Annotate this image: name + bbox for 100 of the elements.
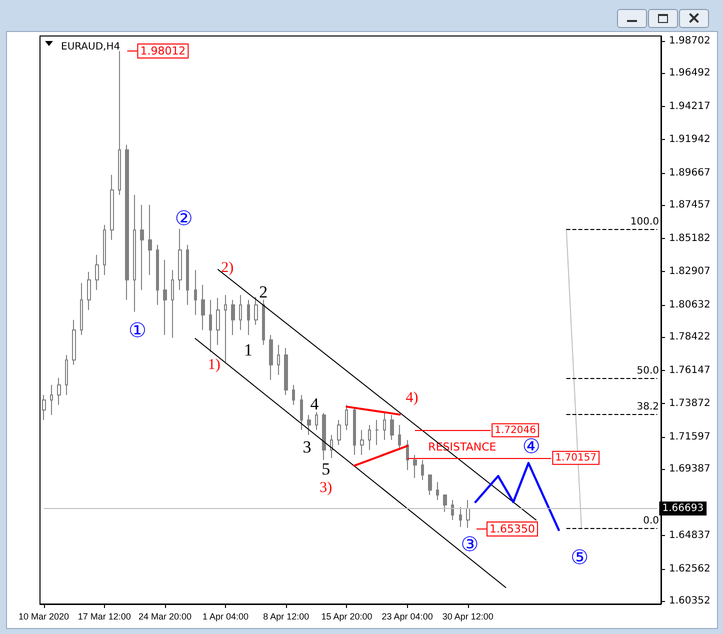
candlestick xyxy=(383,412,386,440)
candlestick xyxy=(300,394,303,431)
candlestick xyxy=(428,474,432,496)
candlestick xyxy=(398,424,401,451)
candlestick xyxy=(436,482,439,501)
y-tick-label: 1.73872 xyxy=(669,398,710,410)
annotation: ② xyxy=(174,206,193,230)
candlestick xyxy=(330,434,333,458)
annotation: 1.98012 xyxy=(140,44,186,58)
candlestick xyxy=(95,254,99,290)
x-tick-label: 8 Apr 12:00 xyxy=(263,612,310,622)
y-tick-label: 1.94217 xyxy=(669,100,710,112)
candlestick xyxy=(65,354,68,396)
candlestick xyxy=(231,299,235,336)
text: EURAUD,H4 xyxy=(61,42,120,52)
y-tick-label: 1.60352 xyxy=(669,596,710,607)
candlestick xyxy=(171,269,174,338)
y-tick-label: 1.87457 xyxy=(669,200,710,211)
candlestick xyxy=(57,377,61,406)
y-tick-label: 1.76147 xyxy=(669,364,710,376)
candlestick xyxy=(315,411,318,431)
annotation: 3 xyxy=(302,438,312,456)
y-tick-label: 1.96492 xyxy=(669,68,710,79)
candlestick xyxy=(307,414,311,436)
y-tick-label: 1.78422 xyxy=(669,332,710,343)
candlestick xyxy=(110,174,114,240)
annotation: 0.0 xyxy=(643,516,659,526)
annotation: ⑤ xyxy=(570,545,589,569)
x-tick-label: 17 Mar 12:00 xyxy=(78,612,131,622)
annotation: 5 xyxy=(322,460,330,478)
candlestick xyxy=(262,299,265,346)
candlestick xyxy=(247,299,250,336)
y-tick-label: 1.82907 xyxy=(669,266,710,278)
x-tick-label: 15 Apr 20:00 xyxy=(321,612,372,622)
candlestick xyxy=(292,384,295,406)
x-tick-label: 23 Apr 04:00 xyxy=(382,612,433,622)
candlestick xyxy=(353,407,356,456)
annotation: 1.65350 xyxy=(490,522,536,536)
candlestick xyxy=(80,282,83,336)
candlestick xyxy=(163,259,167,336)
annotation: 4) xyxy=(406,390,418,406)
x-tick-label: 10 Mar 2020 xyxy=(18,612,70,622)
annotation: 4 xyxy=(310,394,320,414)
candlestick xyxy=(140,204,144,290)
x-tick-label: 30 Apr 12:00 xyxy=(442,612,494,622)
candlestick xyxy=(156,244,159,306)
annotation: ① xyxy=(128,318,146,342)
annotation: 38.2 xyxy=(636,402,659,412)
candlestick xyxy=(148,204,152,276)
candlestick xyxy=(133,194,136,312)
candlestick xyxy=(224,294,227,362)
y-tick-label: 1.80632 xyxy=(669,299,710,310)
candlestick xyxy=(360,430,364,456)
y-tick-label: 1.85182 xyxy=(669,232,710,244)
candlestick xyxy=(201,284,205,331)
candlestick xyxy=(413,454,417,478)
y-tick-label: 1.89667 xyxy=(669,167,710,178)
candlestick xyxy=(375,419,379,446)
annotation: 2) xyxy=(221,260,234,276)
annotation: 50.0 xyxy=(636,366,659,376)
candlestick xyxy=(269,334,273,380)
candlestick xyxy=(284,347,288,396)
y-tick-label: 1.71597 xyxy=(669,431,710,442)
x-tick-label: 24 Mar 20:00 xyxy=(138,612,192,622)
candlestick xyxy=(337,419,341,446)
candlestick xyxy=(368,424,371,451)
candlestick xyxy=(406,439,409,471)
candlestick xyxy=(87,271,91,310)
candlestick xyxy=(216,297,220,346)
y-tick-label: 1.64837 xyxy=(669,530,710,542)
candlestick xyxy=(186,244,189,306)
candlestick xyxy=(451,500,454,521)
y-tick-label: 1.62562 xyxy=(669,563,710,574)
annotation: 3) xyxy=(320,480,332,496)
candlestick xyxy=(459,506,462,528)
line-series xyxy=(474,462,560,532)
candlestick xyxy=(345,404,348,431)
candlestick xyxy=(209,299,212,352)
candlestick xyxy=(421,459,424,480)
candlestick xyxy=(42,394,46,420)
y-tick-label: 1.98702 xyxy=(669,35,710,46)
candlestick xyxy=(194,269,197,316)
y-tick-label: 1.69387 xyxy=(669,464,710,475)
annotation: ③ xyxy=(460,532,479,556)
candlestick xyxy=(322,412,326,460)
annotation: 100.0 xyxy=(630,216,659,228)
candlestick xyxy=(277,344,280,376)
annotation: ④ xyxy=(522,434,540,458)
candlestick xyxy=(125,144,129,300)
annotation: 2 xyxy=(259,282,268,302)
candlestick xyxy=(118,50,121,196)
ref-line-label: 1.66693 xyxy=(662,502,704,514)
candlestick xyxy=(103,224,106,276)
candlestick xyxy=(254,296,258,326)
annotation: 1) xyxy=(208,357,220,373)
y-tick-label: 1.91942 xyxy=(669,134,710,146)
candlestick xyxy=(178,228,182,290)
candlestick xyxy=(50,384,53,416)
ref-line-label: 1.72046 xyxy=(494,424,536,436)
candlestick xyxy=(239,294,242,331)
